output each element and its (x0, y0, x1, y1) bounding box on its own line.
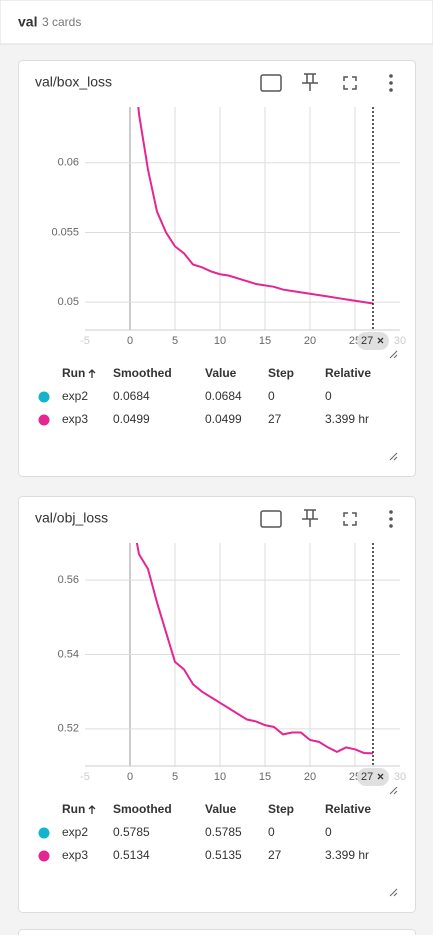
resize-handle (389, 888, 398, 897)
table-cell: 0.5785 (113, 825, 150, 839)
card-title: val/obj_loss (35, 510, 108, 526)
table-header: Smoothed (113, 802, 172, 816)
table-header: Run (62, 802, 85, 816)
y-tick-label: 0.54 (58, 648, 79, 660)
pin-button[interactable] (302, 73, 318, 91)
step-chip[interactable] (357, 332, 389, 350)
run-color (38, 850, 50, 862)
table-cell: 0.5135 (205, 848, 242, 862)
table-cell: 0 (325, 389, 332, 403)
resize-handle (389, 350, 398, 359)
run-name: exp2 (62, 825, 88, 839)
sort-arrow (88, 369, 96, 378)
table-cell: 0.0499 (205, 412, 242, 426)
card-toolbar (260, 509, 357, 528)
step-chip-label: 27 (361, 771, 373, 783)
table-header: Run (62, 366, 85, 380)
run-name: exp3 (62, 412, 88, 426)
run-color (38, 391, 50, 403)
table-cell: 0 (268, 825, 275, 839)
table-header: Relative (325, 802, 371, 816)
table-cell: 27 (268, 412, 282, 426)
series-line (135, 543, 374, 755)
fit-domain-button[interactable] (260, 74, 282, 92)
table-header: Value (205, 802, 237, 816)
menu-button-dot (389, 524, 393, 528)
x-tick-label: 10 (214, 771, 226, 783)
table-header: Smoothed (113, 366, 172, 380)
card (18, 496, 416, 913)
x-tick-label: 10 (214, 335, 226, 347)
table-cell: 0.0499 (113, 412, 150, 426)
table-cell: 27 (268, 848, 282, 862)
table-cell: 0.0684 (113, 389, 150, 403)
table-header: Relative (325, 366, 371, 380)
x-tick-label: 15 (259, 335, 271, 347)
plot-area (137, 107, 374, 305)
step-chip-label: 27 (361, 335, 373, 347)
y-tick-label: 0.055 (51, 226, 79, 238)
step-chip[interactable] (357, 768, 389, 786)
plot-area (135, 543, 374, 755)
table-header: Value (205, 366, 237, 380)
table-cell: 3.399 hr (325, 412, 369, 426)
x-tick-label: -5 (80, 771, 90, 783)
x-tick-label: 0 (127, 771, 133, 783)
step-chip-close[interactable] (377, 773, 384, 780)
x-tick-label: 0 (127, 335, 133, 347)
x-tick-label: 20 (304, 335, 316, 347)
table-cell: 3.399 hr (325, 848, 369, 862)
series-line (137, 107, 374, 305)
y-tick-label: 0.05 (58, 296, 79, 308)
section-title: val (18, 14, 37, 30)
table-cell: 0.5785 (205, 825, 242, 839)
table-header: Step (268, 366, 294, 380)
table-header: Step (268, 802, 294, 816)
step-chip-close[interactable] (377, 337, 384, 344)
pin-button[interactable] (302, 509, 318, 527)
x-tick-label: -5 (80, 335, 90, 347)
table-cell: 0.5134 (113, 848, 150, 862)
x-tick-label: 30 (394, 771, 406, 783)
card-title: val/box_loss (35, 74, 112, 90)
table-cell: 0 (325, 825, 332, 839)
x-tick-label: 5 (172, 771, 178, 783)
fit-domain-button[interactable] (260, 510, 282, 528)
x-tick-label: 5 (172, 335, 178, 347)
sort-arrow (88, 805, 96, 814)
resize-handle (389, 452, 398, 461)
x-tick-label: 30 (394, 335, 406, 347)
x-tick-label: 20 (304, 771, 316, 783)
y-tick-label: 0.06 (58, 157, 79, 169)
x-tick-label: 15 (259, 771, 271, 783)
card-toolbar (260, 73, 357, 92)
y-tick-label: 0.56 (58, 574, 79, 586)
card (18, 60, 416, 477)
top-bar (0, 0, 433, 45)
y-tick-label: 0.52 (58, 723, 79, 735)
run-name: exp3 (62, 848, 88, 862)
run-name: exp2 (62, 389, 88, 403)
run-color (38, 827, 50, 839)
resize-handle (389, 786, 398, 795)
fullscreen-button[interactable] (343, 76, 357, 90)
run-color (38, 414, 50, 426)
menu-button-dot (389, 510, 393, 514)
menu-button-dot (389, 74, 393, 78)
card-count: 3 cards (42, 15, 81, 29)
fullscreen-button[interactable] (343, 512, 357, 526)
table-cell: 0 (268, 389, 275, 403)
next-card-edge (18, 929, 416, 935)
menu-button-dot[interactable] (389, 81, 393, 85)
menu-button-dot (389, 88, 393, 92)
menu-button-dot[interactable] (389, 517, 393, 521)
table-cell: 0.0684 (205, 389, 242, 403)
